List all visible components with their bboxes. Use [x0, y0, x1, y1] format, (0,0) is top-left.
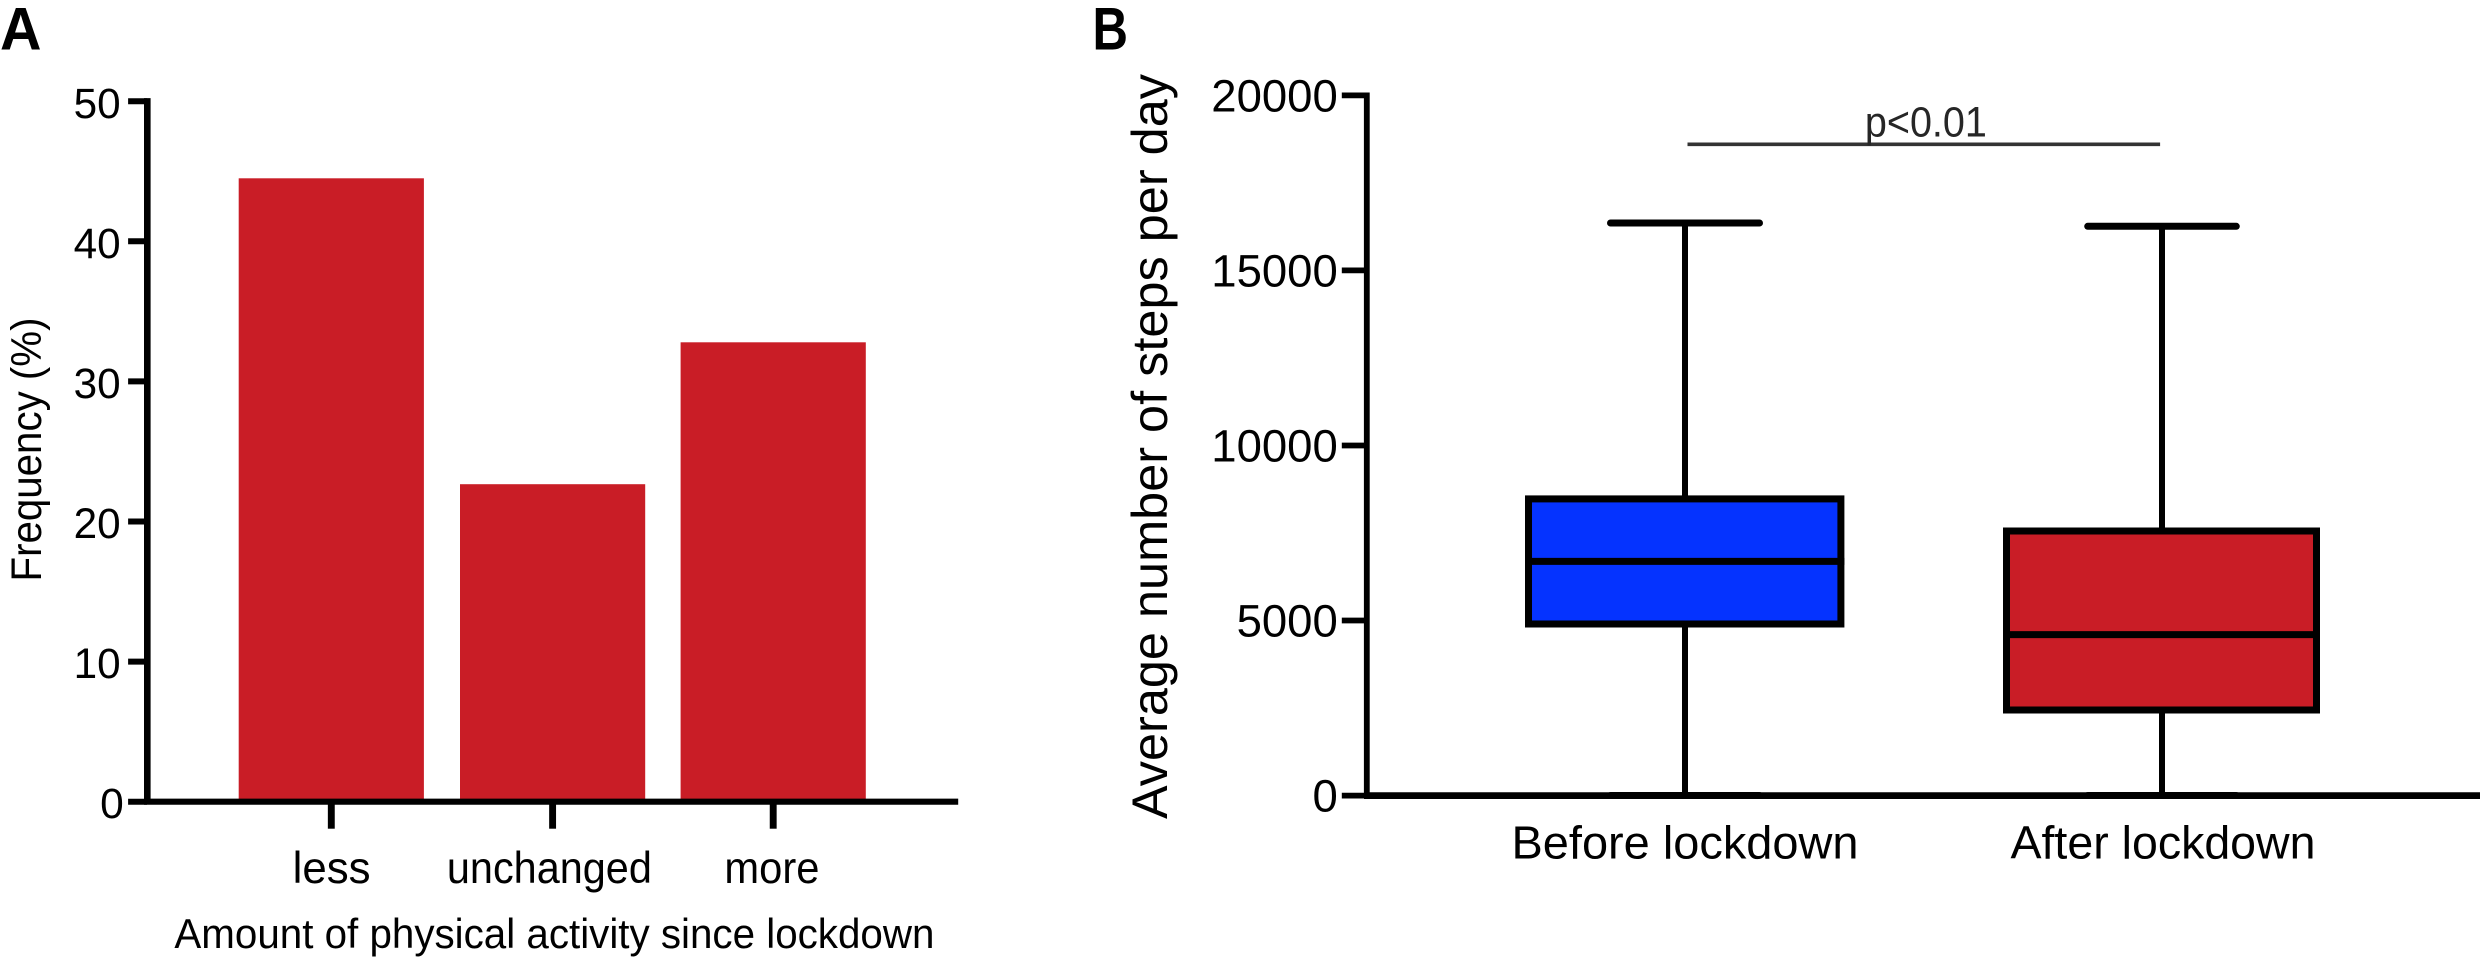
svg-text:50: 50 — [74, 81, 121, 128]
svg-text:Amount of physical activity si: Amount of physical activity since lockdo… — [174, 910, 934, 957]
svg-text:less: less — [293, 844, 371, 893]
svg-text:After lockdown: After lockdown — [2011, 817, 2316, 869]
svg-text:Frequency (%): Frequency (%) — [4, 318, 51, 582]
svg-text:30: 30 — [74, 361, 121, 408]
svg-text:0: 0 — [100, 781, 124, 828]
svg-text:40: 40 — [74, 221, 121, 268]
svg-text:Average number of steps per da: Average number of steps per day — [1122, 74, 1178, 819]
svg-text:10000: 10000 — [1211, 421, 1338, 472]
svg-text:more: more — [724, 844, 819, 893]
svg-text:unchanged: unchanged — [447, 844, 652, 893]
svg-text:B: B — [1093, 0, 1129, 62]
svg-text:p<0.01: p<0.01 — [1865, 100, 1987, 147]
svg-text:15000: 15000 — [1211, 245, 1338, 296]
svg-text:A: A — [0, 0, 42, 63]
svg-text:0: 0 — [1312, 771, 1337, 822]
svg-text:20000: 20000 — [1211, 70, 1338, 121]
svg-text:5000: 5000 — [1237, 596, 1338, 647]
svg-text:10: 10 — [74, 641, 121, 688]
svg-text:20: 20 — [74, 501, 121, 548]
svg-text:Before lockdown: Before lockdown — [1512, 817, 1859, 869]
